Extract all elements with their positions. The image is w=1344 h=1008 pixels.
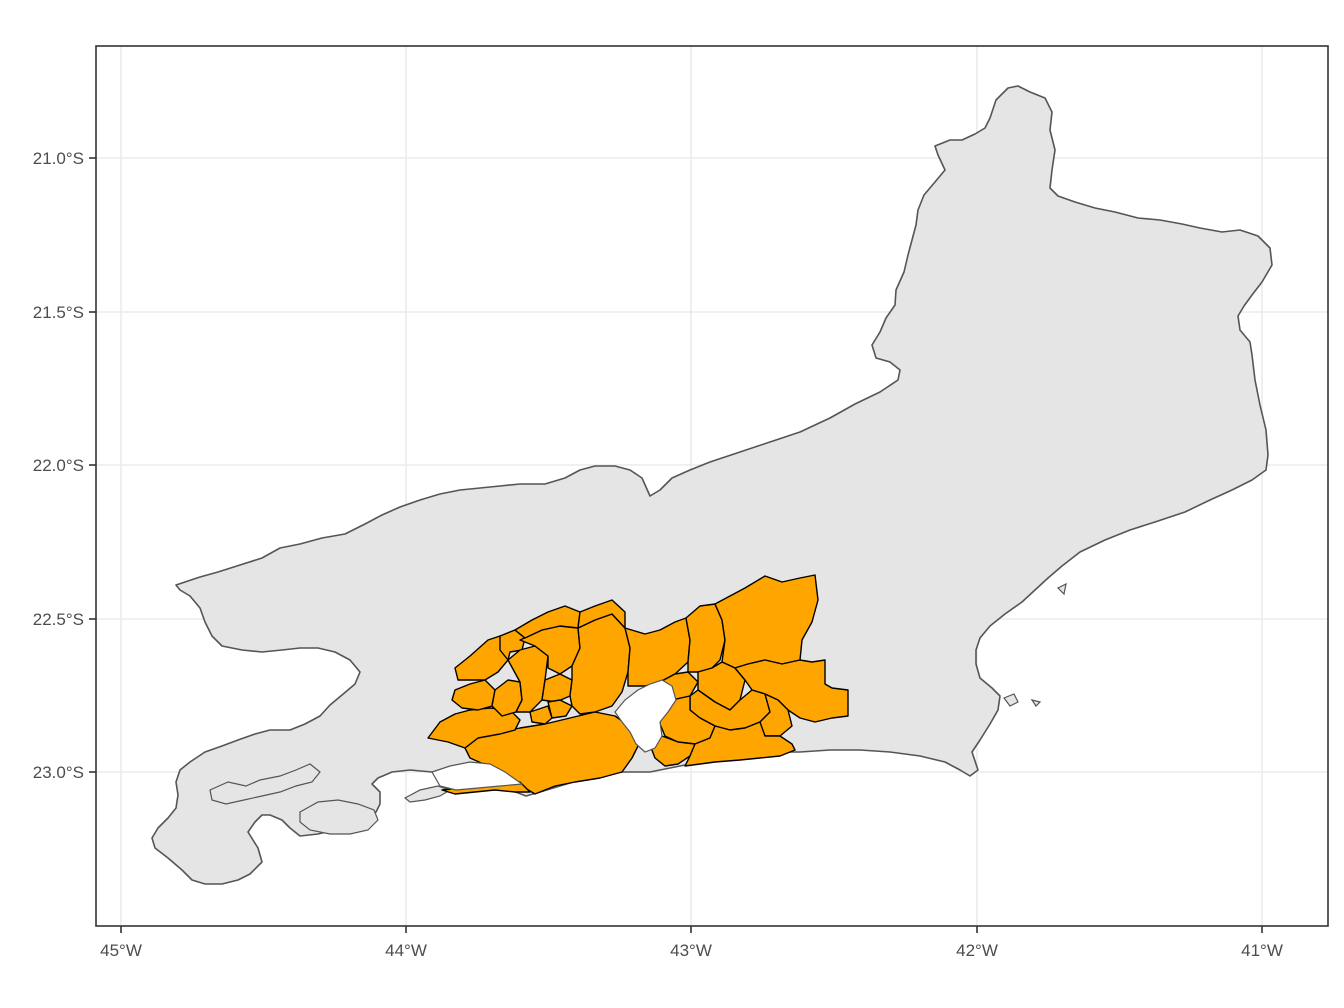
municipality-itaguai-seropedica <box>427 707 521 749</box>
sepetiba-bay <box>431 761 524 791</box>
municipality-vassouras <box>577 599 626 629</box>
y-tick-label: 22.5°S <box>33 610 84 629</box>
x-tick-label: 45°W <box>100 941 142 960</box>
x-axis-labels: 45°W 44°W 43°W 42°W 41°W <box>100 941 1283 960</box>
y-tick-label: 21.0°S <box>33 149 84 168</box>
x-tick-label: 43°W <box>670 941 712 960</box>
municipality-teresopolis <box>685 603 726 673</box>
municipality-petropolis <box>624 617 691 687</box>
y-tick-label: 22.0°S <box>33 456 84 475</box>
y-tick-label: 21.5°S <box>33 303 84 322</box>
island-cabo-frio <box>1030 699 1042 707</box>
guanabara-bay <box>614 679 677 753</box>
island-sao-joao <box>1056 582 1067 596</box>
island-west-cluster <box>209 763 321 805</box>
island-grande <box>299 799 379 835</box>
island-coastal-east <box>1003 693 1019 707</box>
y-axis-labels: 21.0°S 21.5°S 22.0°S 22.5°S 23.0°S <box>33 149 84 782</box>
municipality-nilopolis <box>529 705 553 725</box>
x-tick-label: 41°W <box>1241 941 1283 960</box>
municipality-marica-saquarema <box>684 721 796 767</box>
y-tick-label: 23.0°S <box>33 763 84 782</box>
x-tick-label: 44°W <box>385 941 427 960</box>
island-marambaia <box>403 785 452 803</box>
highlighted-municipalities <box>427 574 849 795</box>
x-axis-ticks <box>120 926 1263 933</box>
panel-border <box>95 45 1329 927</box>
islands <box>209 582 1067 835</box>
y-axis-ticks <box>89 157 96 773</box>
x-tick-label: 42°W <box>956 941 998 960</box>
state-outline <box>151 85 1273 885</box>
